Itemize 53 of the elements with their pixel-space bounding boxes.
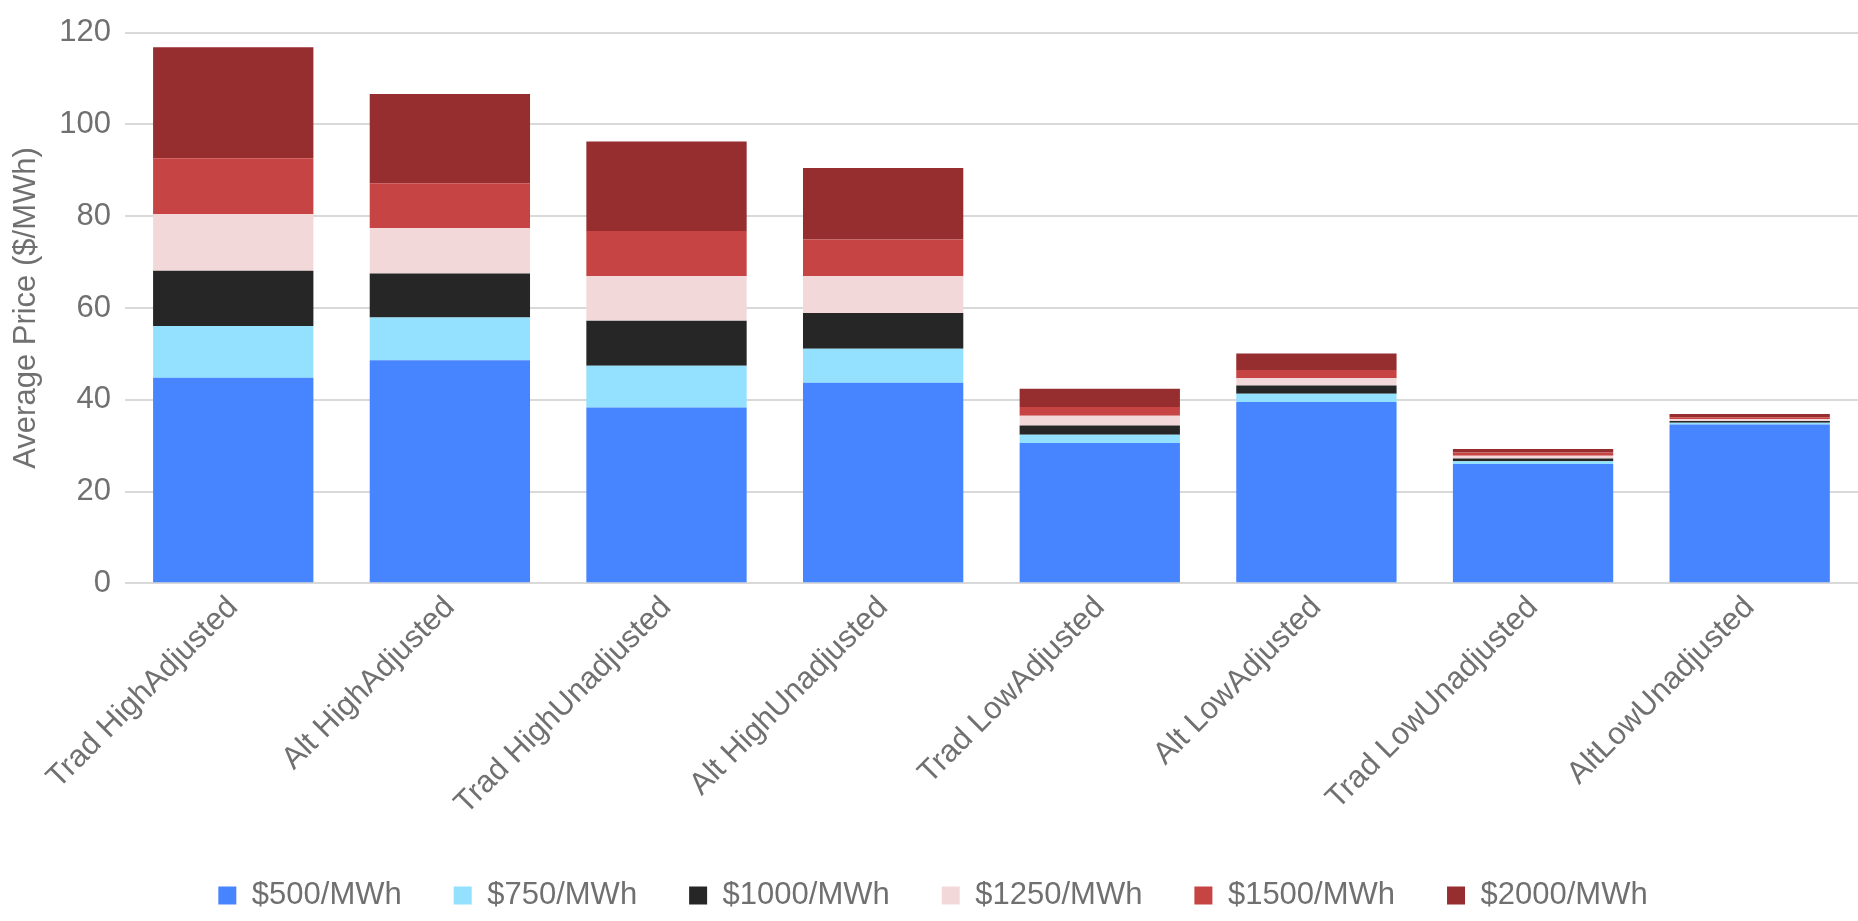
y-tick-label: 60 bbox=[76, 288, 111, 324]
bar bbox=[1236, 369, 1397, 379]
bar bbox=[586, 407, 747, 583]
bar bbox=[369, 183, 531, 229]
y-tick-label: 20 bbox=[76, 472, 111, 508]
y-axis-title: Average Price ($/MWh) bbox=[7, 147, 43, 469]
legend-label: $1500/MWh bbox=[1227, 876, 1396, 912]
bar bbox=[1019, 407, 1180, 416]
bar bbox=[586, 276, 747, 321]
bar bbox=[1019, 388, 1180, 408]
bar bbox=[1019, 434, 1180, 443]
bar bbox=[1236, 385, 1397, 394]
bar bbox=[369, 360, 531, 583]
legend-label: $2000/MWh bbox=[1480, 876, 1648, 912]
bar bbox=[802, 168, 964, 240]
bar bbox=[1236, 353, 1397, 370]
bar bbox=[1236, 378, 1397, 386]
bar bbox=[1019, 425, 1180, 435]
bar bbox=[369, 94, 531, 184]
bar bbox=[1669, 424, 1830, 583]
bar bbox=[802, 239, 964, 277]
y-tick-label: 120 bbox=[59, 13, 111, 49]
bar bbox=[1019, 415, 1180, 426]
bar bbox=[369, 228, 531, 274]
bar bbox=[369, 317, 531, 361]
bar bbox=[802, 348, 964, 383]
bar bbox=[586, 320, 747, 366]
bar bbox=[153, 270, 314, 326]
bar bbox=[153, 325, 314, 378]
bar bbox=[1236, 393, 1397, 403]
bar bbox=[1019, 442, 1180, 583]
bar bbox=[1236, 402, 1397, 583]
bar bbox=[153, 158, 314, 215]
y-tick-label: 0 bbox=[93, 563, 111, 599]
legend-label: $1000/MWh bbox=[722, 876, 890, 912]
legend-label: $500/MWh bbox=[251, 876, 402, 912]
y-tick-label: 40 bbox=[76, 380, 111, 416]
bar bbox=[586, 141, 747, 231]
bar bbox=[802, 313, 964, 349]
bar bbox=[369, 273, 531, 318]
bar bbox=[802, 382, 964, 583]
legend-label: $1250/MWh bbox=[975, 876, 1143, 912]
bar bbox=[586, 230, 747, 277]
bar bbox=[153, 377, 314, 583]
bar bbox=[1452, 448, 1614, 453]
bar bbox=[153, 47, 314, 159]
bar bbox=[802, 276, 964, 314]
y-tick-label: 80 bbox=[76, 196, 111, 232]
bar bbox=[1452, 464, 1614, 583]
y-tick-label: 100 bbox=[59, 104, 111, 140]
legend-label: $750/MWh bbox=[487, 876, 638, 912]
bar bbox=[153, 214, 314, 271]
bar bbox=[586, 365, 747, 408]
